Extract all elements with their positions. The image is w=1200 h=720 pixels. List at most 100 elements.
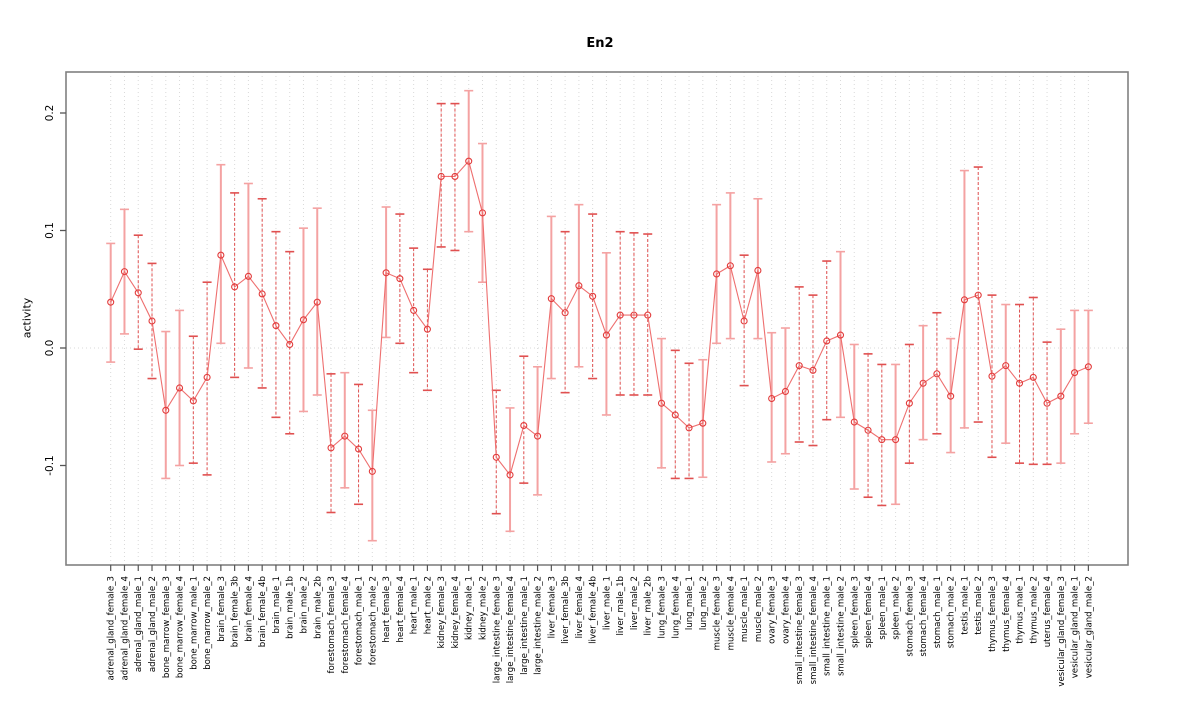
x-tick-label: brain_female_4 bbox=[244, 576, 254, 642]
series-line bbox=[110, 160, 1089, 477]
x-tick-label: brain_male_2 bbox=[299, 576, 309, 633]
x-tick-label: muscle_female_3 bbox=[713, 576, 723, 650]
data-point bbox=[1029, 373, 1037, 381]
x-tick-label: forestomach_male_1 bbox=[355, 576, 365, 665]
x-tick-label: spleen_male_1 bbox=[878, 576, 888, 640]
x-tick-label: thymus_female_3 bbox=[988, 576, 998, 652]
x-tick-label: bone_marrow_male_2 bbox=[203, 576, 213, 670]
data-point bbox=[1071, 369, 1079, 377]
x-tick-label: liver_female_4b bbox=[589, 576, 599, 644]
data-point bbox=[905, 399, 913, 407]
x-tick-label: small_intestine_male_2 bbox=[837, 576, 847, 676]
x-tick-label: lung_male_2 bbox=[699, 576, 709, 630]
x-tick-label: testis_male_2 bbox=[974, 576, 984, 635]
x-tick-label: spleen_female_3 bbox=[850, 576, 860, 648]
data-point bbox=[1015, 379, 1024, 387]
x-tick-label: adrenal_gland_male_1 bbox=[134, 576, 144, 672]
data-point bbox=[685, 424, 693, 432]
data-point bbox=[616, 311, 624, 319]
x-tick-label: adrenal_gland_male_2 bbox=[148, 576, 158, 672]
data-point bbox=[878, 436, 886, 444]
x-tick-label: stomach_male_1 bbox=[933, 576, 943, 648]
data-point bbox=[547, 295, 555, 303]
data-point bbox=[947, 392, 955, 400]
x-tick-label: brain_female_3b bbox=[231, 576, 241, 647]
x-tick-label: brain_male_1b bbox=[286, 576, 296, 639]
x-tick-label: uterus_female_4 bbox=[1043, 576, 1053, 647]
data-point bbox=[534, 432, 542, 440]
data-point bbox=[781, 387, 789, 396]
x-tick-label: kidney_female_3 bbox=[437, 576, 447, 648]
data-point bbox=[754, 266, 762, 275]
data-point bbox=[561, 309, 569, 317]
data-point bbox=[809, 366, 817, 374]
data-point bbox=[465, 157, 473, 165]
data-point bbox=[341, 432, 349, 440]
x-tick-label: bone_marrow_male_1 bbox=[189, 576, 199, 670]
data-point bbox=[203, 373, 211, 381]
data-point bbox=[1002, 362, 1010, 370]
data-point bbox=[1084, 363, 1092, 371]
data-point bbox=[313, 298, 321, 306]
data-point bbox=[437, 172, 445, 180]
data-point bbox=[368, 467, 376, 475]
data-point bbox=[231, 283, 239, 291]
x-tick-label: brain_female_4b bbox=[258, 576, 268, 647]
data-point bbox=[1057, 392, 1065, 400]
x-tick-label: small_intestine_female_4 bbox=[809, 576, 819, 684]
x-tick-label: thymus_male_1 bbox=[1016, 576, 1026, 644]
x-tick-label: thymus_male_2 bbox=[1029, 576, 1039, 644]
data-point bbox=[107, 298, 115, 306]
data-point bbox=[836, 331, 845, 339]
x-tick-label: ovary_female_4 bbox=[781, 576, 791, 644]
x-tick-label: forestomach_female_3 bbox=[327, 576, 337, 674]
chart-title: En2 bbox=[586, 36, 614, 51]
x-tick-label: bone_marrow_female_4 bbox=[176, 576, 186, 678]
x-tick-label: liver_female_3 bbox=[547, 576, 557, 638]
x-tick-label: adrenal_gland_female_3 bbox=[107, 576, 117, 680]
plot-frame bbox=[65, 71, 1129, 566]
x-tick-label: forestomach_male_2 bbox=[368, 576, 378, 665]
data-point bbox=[974, 291, 982, 299]
data-point bbox=[919, 379, 927, 387]
x-tick-label: liver_female_4 bbox=[575, 576, 585, 638]
data-point bbox=[506, 471, 514, 479]
data-point bbox=[864, 426, 872, 434]
data-point bbox=[575, 282, 583, 290]
y-tick-label: 0.0 bbox=[44, 340, 56, 357]
x-tick-label: ovary_female_3 bbox=[768, 576, 778, 644]
data-point bbox=[520, 421, 528, 430]
data-point bbox=[355, 445, 363, 453]
x-tick-label: heart_female_3 bbox=[382, 576, 392, 643]
data-point bbox=[823, 337, 831, 345]
x-tick-label: kidney_male_2 bbox=[478, 576, 488, 640]
x-tick-label: large_intestine_female_3 bbox=[492, 576, 502, 683]
x-tick-label: thymus_female_4 bbox=[1002, 576, 1012, 652]
x-tick-label: brain_male_1 bbox=[272, 576, 282, 633]
x-tick-label: heart_male_2 bbox=[423, 576, 433, 634]
x-tick-label: liver_female_3b bbox=[561, 576, 571, 644]
data-point bbox=[892, 436, 900, 444]
x-tick-label: vesicular_gland_female_3 bbox=[1057, 576, 1067, 687]
x-tick-label: large_intestine_male_2 bbox=[534, 576, 544, 675]
data-point bbox=[258, 290, 266, 298]
data-point bbox=[410, 306, 418, 314]
x-tick-label: vesicular_gland_male_1 bbox=[1071, 576, 1081, 678]
x-tick-label: liver_male_1b bbox=[616, 576, 626, 636]
x-tick-label: forestomach_female_4 bbox=[341, 576, 351, 674]
data-point bbox=[740, 317, 748, 325]
data-point bbox=[602, 331, 610, 339]
x-tick-label: kidney_male_1 bbox=[465, 576, 475, 640]
x-tick-label: stomach_female_4 bbox=[919, 576, 929, 657]
x-tick-label: brain_male_2b bbox=[313, 576, 323, 639]
data-point bbox=[478, 209, 487, 217]
data-point bbox=[396, 275, 404, 283]
data-point bbox=[699, 419, 707, 427]
data-point bbox=[630, 311, 638, 319]
data-point bbox=[134, 289, 142, 297]
x-tick-label: liver_male_2b bbox=[644, 576, 654, 636]
data-point bbox=[272, 322, 280, 330]
data-point bbox=[933, 370, 941, 378]
data-point bbox=[189, 397, 197, 405]
